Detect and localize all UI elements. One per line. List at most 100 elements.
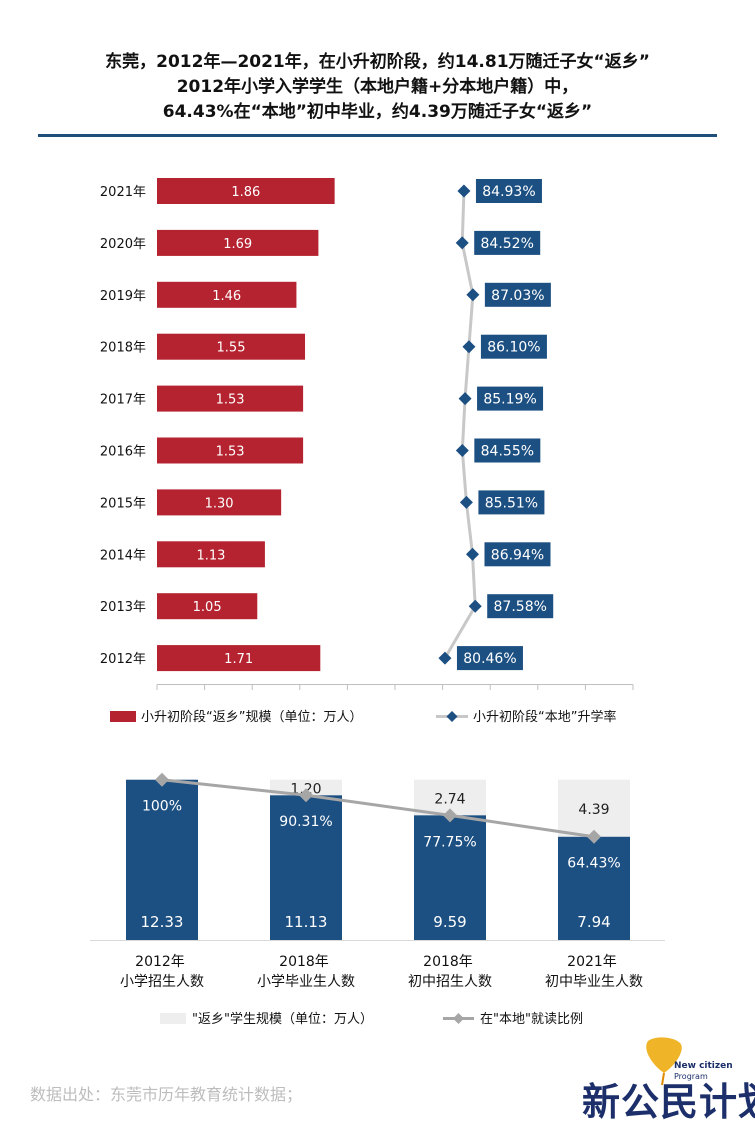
- return-scale-bar: [157, 333, 306, 360]
- local-rate-point: [468, 599, 482, 613]
- local-value-label: 9.59: [433, 913, 466, 931]
- category-year-label: 2021年: [567, 954, 617, 970]
- returned-value-label: 4.39: [578, 802, 609, 818]
- bar-value-label: 1.69: [223, 237, 252, 252]
- rate-label-box: [477, 386, 544, 411]
- bar-value-label: 1.30: [205, 496, 234, 511]
- local-rate-point: [458, 392, 472, 406]
- return-scale-bar: [157, 385, 304, 412]
- return-scale-bar: [157, 541, 265, 568]
- return-scale-bar: [157, 489, 282, 516]
- rate-label-box: [474, 438, 541, 463]
- rate-data-label: 84.93%: [482, 184, 535, 200]
- local-ratio-point: [587, 829, 601, 844]
- rate-label-box: [480, 334, 547, 359]
- ratio-data-label: 100%: [142, 799, 182, 815]
- data-source-note: 数据出处：东莞市历年教育统计数据；: [30, 1087, 303, 1104]
- local-ratio-point: [155, 772, 169, 787]
- legend-marker-local-rate: [446, 711, 458, 722]
- legend-label-local-rate: 小升初阶段“本地”升学率: [473, 709, 616, 725]
- logo-english-line-1: New citizen: [674, 1061, 733, 1071]
- returned-value-label: 2.74: [434, 792, 465, 808]
- chart-return-scale-by-year: 2021年 1.86 2020年 1.69 2019年 1.46 2018年 1.55 2017…: [100, 178, 634, 725]
- rate-data-label: 80.46%: [463, 651, 516, 667]
- local-ratio-point: [443, 808, 457, 823]
- ratio-data-label: 90.31%: [279, 814, 332, 830]
- legend-label-return-scale: 小升初阶段“返乡”规模（单位：万人）: [141, 710, 362, 725]
- rate-label-box: [487, 594, 554, 619]
- year-tick-label: 2014年: [100, 548, 146, 563]
- local-rate-point: [462, 340, 476, 354]
- returned-students-segment: [270, 779, 342, 796]
- ratio-data-label: 64.43%: [567, 856, 620, 872]
- year-tick-label: 2021年: [100, 185, 146, 200]
- rate-label-box: [475, 179, 542, 203]
- local-ratio-line: [161, 778, 595, 839]
- bar-value-label: 1.71: [224, 652, 253, 667]
- category-year-label: 2018年: [423, 954, 473, 970]
- logo-wordmark: 新公民计划: [582, 1079, 755, 1124]
- chart-title: 东莞，2012年—2021年，在小升初阶段，约14.81万随迁子女“返乡” 20…: [0, 50, 755, 125]
- bar-value-label: 1.53: [216, 393, 245, 408]
- local-value-label: 7.94: [577, 913, 610, 931]
- bar-value-label: 1.05: [193, 600, 222, 615]
- rate-label-box: [478, 490, 545, 515]
- local-rate-point: [455, 444, 469, 457]
- year-tick-label: 2020年: [100, 237, 146, 252]
- year-tick-label: 2019年: [100, 289, 146, 304]
- title-line-3: 64.43%在“本地”初中毕业，约4.39万随迁子女“返乡”: [162, 102, 593, 122]
- rate-label-box: [484, 542, 551, 567]
- legend-label-ratio: 在"本地"就读比例: [480, 1012, 583, 1027]
- logo-english-line-2: Program: [674, 1072, 708, 1081]
- year-tick-label: 2012年: [100, 652, 146, 667]
- local-value-label: 12.33: [141, 913, 184, 931]
- return-scale-bar: [157, 178, 335, 204]
- bar-value-label: 1.46: [212, 289, 241, 304]
- year-tick-label: 2013年: [100, 600, 146, 615]
- bar-value-label: 1.86: [231, 185, 260, 200]
- category-year-label: 2018年: [279, 954, 329, 970]
- local-students-segment: [270, 795, 342, 940]
- local-rate-point: [465, 547, 479, 561]
- category-name-label: 初中招生人数: [408, 973, 492, 990]
- local-rate-point: [459, 495, 473, 509]
- year-tick-label: 2018年: [100, 341, 146, 356]
- ratio-data-label: 77.75%: [423, 834, 476, 850]
- local-students-segment: [126, 779, 198, 940]
- return-scale-bar: [157, 437, 304, 464]
- title-line-2: 2012年小学入学学生（本地户籍+分本地户籍）中，: [176, 77, 579, 97]
- category-name-label: 初中毕业生人数: [545, 973, 643, 990]
- legend-swatch-return-scale: [110, 711, 136, 722]
- category-name-label: 小学招生人数: [120, 974, 204, 990]
- rate-data-label: 86.10%: [487, 340, 540, 356]
- bar-value-label: 1.13: [196, 548, 225, 563]
- returned-students-segment: [558, 779, 630, 837]
- legend-marker-ratio: [453, 1013, 464, 1024]
- rate-label-box: [474, 230, 541, 255]
- rate-label-box: [484, 282, 551, 307]
- category-year-label: 2012年: [135, 954, 185, 970]
- local-rate-point: [457, 184, 471, 198]
- bar-value-label: 1.55: [217, 341, 246, 356]
- category-name-label: 小学毕业生人数: [257, 974, 355, 990]
- legend-label-returned: "返乡"学生规模（单位：万人）: [192, 1011, 373, 1027]
- rate-data-label: 85.19%: [483, 392, 536, 408]
- rate-data-label: 86.94%: [491, 547, 544, 563]
- legend-swatch-returned: [160, 1013, 186, 1024]
- return-scale-bar: [157, 593, 258, 620]
- year-tick-label: 2016年: [100, 445, 146, 460]
- rate-data-label: 87.58%: [494, 599, 547, 615]
- title-line-1: 东莞，2012年—2021年，在小升初阶段，约14.81万随迁子女“返乡”: [105, 52, 650, 72]
- title-divider: [38, 134, 717, 137]
- local-rate-point: [466, 288, 480, 302]
- rate-data-label: 84.55%: [481, 444, 534, 460]
- rate-label-box: [456, 646, 523, 671]
- local-rate-point: [438, 651, 452, 665]
- new-citizen-logo: New citizen Program 新公民计划: [578, 1035, 755, 1125]
- ginkgo-leaf-icon: [646, 1037, 682, 1086]
- year-tick-label: 2017年: [100, 393, 146, 408]
- local-value-label: 11.13: [285, 913, 328, 931]
- year-tick-label: 2015年: [100, 496, 146, 511]
- return-scale-bar: [157, 645, 321, 672]
